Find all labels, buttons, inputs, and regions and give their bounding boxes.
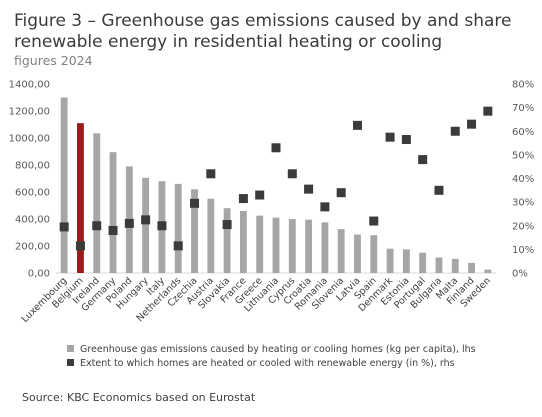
y-right-tick-label: 50% bbox=[512, 150, 534, 161]
marker-greece bbox=[255, 190, 265, 200]
marker-croatia bbox=[304, 184, 314, 194]
marker-spain bbox=[369, 216, 379, 226]
y-left-tick-label: 0,00 bbox=[28, 269, 50, 280]
marker-estonia bbox=[401, 135, 411, 145]
bar-germany bbox=[109, 152, 117, 273]
bar-belgium bbox=[77, 123, 84, 274]
bar-hungary bbox=[142, 177, 150, 273]
bar-croatia bbox=[305, 219, 313, 273]
bar-sweden bbox=[484, 269, 492, 273]
marker-slovakia bbox=[222, 220, 232, 230]
marker-romania bbox=[320, 202, 330, 212]
bar-czechia bbox=[191, 189, 198, 273]
marker-lithuania bbox=[271, 143, 281, 153]
bar-finland bbox=[468, 262, 475, 273]
y-left-tick-label: 200,00 bbox=[15, 242, 50, 253]
chart-title: Figure 3 – Greenhouse gas emissions caus… bbox=[14, 11, 512, 52]
bar-france bbox=[239, 210, 247, 273]
marker-hungary bbox=[141, 215, 151, 225]
y-left-tick-label: 800,00 bbox=[15, 161, 50, 172]
marker-poland bbox=[124, 218, 134, 228]
y-right-tick-label: 80% bbox=[512, 80, 534, 91]
bar-portugal bbox=[419, 252, 427, 273]
bar-austria bbox=[207, 198, 215, 273]
bar-ireland bbox=[93, 133, 101, 273]
bar-bulgaria bbox=[435, 257, 443, 273]
marker-cyprus bbox=[287, 169, 297, 179]
bar-spain bbox=[370, 235, 378, 273]
marker-germany bbox=[108, 225, 118, 235]
source-note: Source: KBC Economics based on Eurostat bbox=[22, 391, 256, 404]
marker-portugal bbox=[418, 155, 428, 165]
bar-cyprus bbox=[288, 219, 296, 273]
bar-estonia bbox=[402, 249, 410, 273]
legend-label-markers: Extent to which homes are heated or cool… bbox=[80, 358, 455, 369]
bar-latvia bbox=[354, 234, 361, 273]
y-left-tick-label: 1200,00 bbox=[9, 107, 50, 118]
marker-ireland bbox=[92, 221, 102, 231]
bar-netherlands bbox=[174, 183, 182, 273]
y-left-tick-label: 400,00 bbox=[15, 215, 50, 226]
marker-france bbox=[238, 194, 248, 204]
marker-latvia bbox=[352, 120, 362, 130]
marker-luxembourg bbox=[59, 222, 69, 232]
bar-romania bbox=[321, 222, 329, 273]
marker-belgium bbox=[75, 241, 85, 251]
bar-slovenia bbox=[337, 229, 345, 273]
bar-denmark bbox=[386, 248, 394, 273]
marker-sweden bbox=[483, 106, 493, 116]
bar-luxembourg bbox=[60, 97, 68, 273]
y-left-tick-label: 1400,00 bbox=[9, 80, 50, 91]
marker-finland bbox=[467, 119, 477, 129]
marker-slovenia bbox=[336, 188, 346, 198]
y-right-tick-label: 10% bbox=[512, 245, 534, 256]
marker-denmark bbox=[385, 132, 395, 142]
bar-greece bbox=[256, 215, 264, 273]
marker-malta bbox=[450, 126, 460, 136]
y-left-tick-label: 600,00 bbox=[15, 188, 50, 199]
bar-slovakia bbox=[223, 208, 231, 273]
y-right-tick-label: 30% bbox=[512, 198, 534, 209]
bar-malta bbox=[451, 258, 459, 273]
marker-netherlands bbox=[173, 241, 183, 251]
legend-swatch-bars bbox=[67, 345, 74, 352]
legend-swatch-markers bbox=[67, 359, 74, 366]
bar-lithuania bbox=[272, 217, 280, 273]
y-right-tick-label: 20% bbox=[512, 221, 534, 232]
y-right-tick-label: 0% bbox=[512, 269, 528, 280]
legend-label-bars: Greenhouse gas emissions caused by heati… bbox=[80, 344, 476, 355]
y-right-tick-label: 40% bbox=[512, 174, 534, 185]
marker-austria bbox=[206, 169, 216, 179]
chart-subtitle: figures 2024 bbox=[14, 53, 93, 68]
y-right-tick-label: 70% bbox=[512, 103, 534, 114]
marker-bulgaria bbox=[434, 185, 444, 195]
y-left-tick-label: 1000,00 bbox=[9, 134, 50, 145]
marker-czechia bbox=[190, 198, 200, 208]
marker-italy bbox=[157, 221, 167, 231]
y-right-tick-label: 60% bbox=[512, 127, 534, 138]
